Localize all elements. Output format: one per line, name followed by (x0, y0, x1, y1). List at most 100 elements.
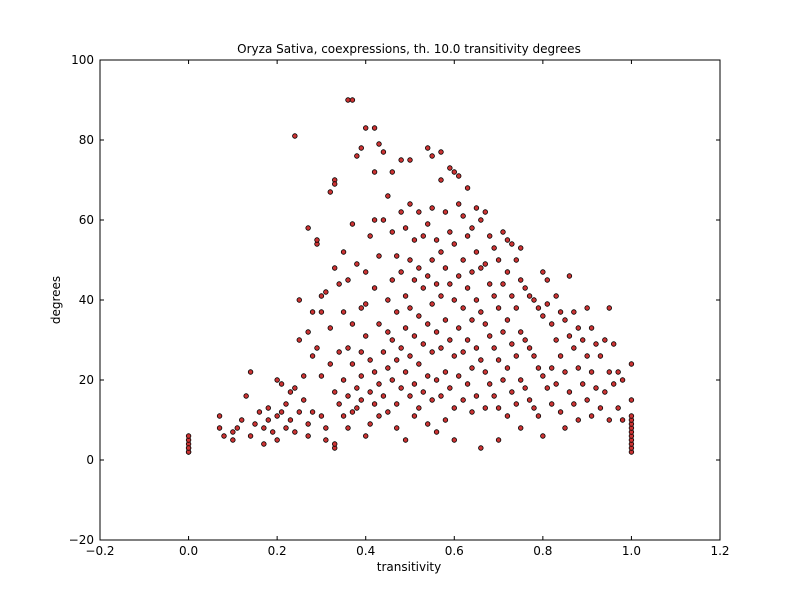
data-point (394, 425, 400, 431)
data-point (478, 309, 484, 315)
data-point (420, 233, 426, 239)
data-point (442, 369, 449, 375)
data-point (429, 397, 435, 403)
data-point (482, 369, 488, 375)
data-point (526, 293, 533, 299)
data-point (433, 377, 440, 383)
data-point (332, 265, 338, 271)
data-point (234, 425, 240, 431)
data-point (495, 405, 502, 411)
data-point (602, 337, 608, 343)
data-point (544, 301, 550, 307)
data-point (420, 341, 426, 347)
data-point (429, 153, 435, 159)
data-point (456, 201, 462, 207)
data-point (389, 277, 395, 283)
data-point (336, 349, 342, 355)
data-point (535, 413, 542, 419)
data-point (389, 377, 395, 383)
data-point (278, 409, 285, 415)
data-point (429, 257, 435, 263)
data-point (402, 293, 409, 299)
data-point (305, 329, 311, 335)
data-point (363, 125, 369, 131)
data-point (606, 417, 612, 423)
data-point (354, 385, 360, 391)
data-point (504, 365, 511, 371)
data-point (438, 149, 444, 155)
data-point (628, 413, 635, 419)
data-point (261, 441, 267, 447)
data-point (407, 201, 413, 207)
data-point (309, 353, 316, 359)
data-point (460, 397, 466, 403)
y-tick-label: −20 (69, 533, 94, 547)
data-point (376, 141, 382, 147)
data-point (482, 261, 488, 267)
data-point (531, 297, 537, 303)
data-point (416, 313, 422, 319)
data-point (478, 445, 484, 451)
data-point (518, 245, 524, 251)
data-point (544, 277, 550, 283)
data-point (513, 305, 519, 311)
data-point (394, 357, 400, 363)
data-point (358, 145, 364, 151)
data-point (553, 337, 559, 343)
data-point (327, 361, 333, 367)
data-point (309, 309, 316, 315)
data-point (566, 333, 573, 339)
data-point (478, 217, 484, 223)
data-point (367, 389, 373, 395)
data-point (442, 265, 449, 271)
data-point (584, 353, 590, 359)
data-point (526, 345, 533, 351)
data-point (593, 341, 599, 347)
data-point (185, 445, 192, 451)
data-point (451, 437, 457, 443)
plot-frame (99, 59, 721, 541)
data-point (588, 413, 595, 419)
data-point (478, 357, 484, 363)
data-point (398, 345, 404, 351)
data-point (402, 225, 409, 231)
data-point (460, 257, 466, 263)
data-point (522, 337, 528, 343)
data-point (425, 273, 431, 279)
data-point (518, 425, 524, 431)
data-point (597, 353, 604, 359)
data-point (491, 245, 497, 251)
data-point (340, 413, 347, 419)
data-point (504, 413, 511, 419)
data-point (628, 361, 635, 367)
data-point (451, 405, 457, 411)
data-point (358, 349, 364, 355)
data-point (371, 285, 378, 291)
data-point (482, 209, 488, 215)
data-point (611, 341, 617, 347)
data-point (296, 337, 302, 343)
data-point (349, 361, 356, 367)
data-point (185, 433, 192, 439)
data-point (447, 337, 453, 343)
data-point (411, 277, 418, 283)
data-point (482, 405, 488, 411)
data-point (327, 325, 333, 331)
data-point (380, 349, 387, 355)
data-point (327, 189, 333, 195)
data-point (473, 345, 480, 351)
data-point (216, 413, 223, 419)
data-point (385, 297, 391, 303)
data-point (451, 297, 457, 303)
data-point (509, 293, 515, 299)
data-point (323, 437, 329, 443)
data-point (345, 277, 351, 283)
data-point (460, 213, 466, 219)
data-point (318, 413, 325, 419)
y-tick-label: 60 (79, 213, 94, 227)
data-point (473, 297, 480, 303)
data-point (416, 405, 422, 411)
data-point (447, 229, 453, 235)
data-point (283, 425, 289, 431)
data-point (549, 321, 555, 327)
